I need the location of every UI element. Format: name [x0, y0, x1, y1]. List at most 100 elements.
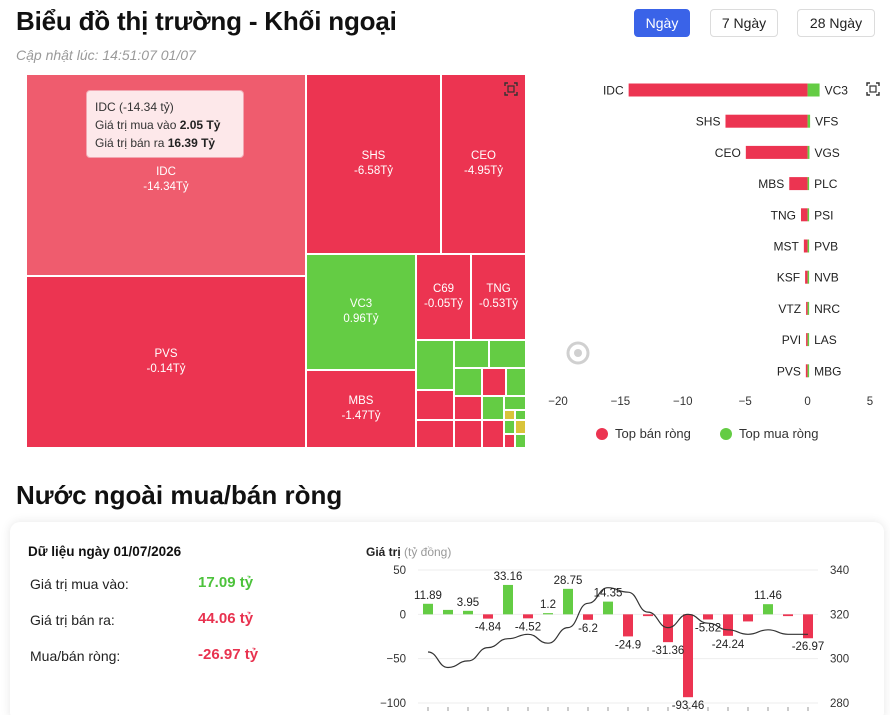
sell-bar[interactable]	[803, 239, 808, 253]
net-bar[interactable]	[783, 614, 793, 617]
tile-mbs[interactable]: MBS -1.47Tỷ	[306, 370, 416, 448]
tile-small[interactable]	[489, 340, 526, 368]
tooltip-sell-row: Giá trị bán ra 16.39 Tỷ	[95, 134, 235, 152]
sell-bar[interactable]	[789, 177, 808, 191]
period-28day-button[interactable]: 28 Ngày	[797, 9, 875, 37]
tile-small[interactable]	[515, 410, 526, 420]
tile-small[interactable]	[454, 368, 482, 396]
buy-bar[interactable]	[807, 364, 810, 378]
expand-icon[interactable]	[866, 82, 880, 96]
expand-icon[interactable]	[504, 82, 518, 96]
updated-timestamp: Cập nhật lúc: 14:51:07 01/07	[16, 47, 196, 63]
tile-small[interactable]	[454, 340, 489, 368]
legend-sell-marker[interactable]	[596, 428, 608, 440]
tile-c69[interactable]: C69 -0.05Tỷ	[416, 254, 471, 340]
buy-code-label: MBG	[814, 364, 841, 378]
tile-small[interactable]	[515, 420, 526, 434]
tile-shs[interactable]: SHS -6.58Tỷ	[306, 74, 441, 254]
bar-value-label: 11.46	[754, 590, 782, 602]
net-bar[interactable]	[643, 614, 653, 617]
tile-ceo[interactable]: CEO -4.95Tỷ	[441, 74, 526, 254]
tile-small[interactable]	[506, 368, 526, 396]
net-bar[interactable]	[523, 614, 533, 619]
tile-small[interactable]	[515, 434, 526, 448]
legend-buy-marker[interactable]	[720, 428, 732, 440]
period-7day-button[interactable]: 7 Ngày	[710, 9, 778, 37]
net-bar[interactable]	[583, 614, 593, 620]
tile-code: SHS	[361, 150, 386, 162]
sell-bar[interactable]	[806, 333, 808, 347]
y2-tick-label: 320	[830, 609, 849, 621]
tooltip-sell-value: 16.39 Tỷ	[167, 136, 216, 150]
tile-small[interactable]	[416, 390, 454, 420]
tile-small[interactable]	[482, 396, 504, 420]
net-bar[interactable]	[483, 614, 493, 619]
tile-value: -4.95Tỷ	[464, 165, 503, 177]
net-bar[interactable]	[703, 614, 713, 620]
y2-tick-label: 300	[830, 654, 849, 666]
net-bar[interactable]	[623, 614, 633, 637]
tile-code: PVS	[154, 348, 178, 360]
tile-code: IDC	[156, 166, 176, 178]
net-bar[interactable]	[603, 601, 613, 615]
buy-bar[interactable]	[807, 208, 810, 222]
page-title: Biểu đồ thị trường - Khối ngoại	[16, 6, 397, 36]
treemap-tooltip: IDC (-14.34 tỷ) Giá trị mua vào 2.05 Tỷ …	[86, 90, 244, 158]
sell-bar[interactable]	[805, 270, 808, 284]
tile-value: -0.53Tỷ	[479, 298, 518, 310]
net-bar[interactable]	[543, 613, 553, 615]
tile-vc3[interactable]: VC3 0.96Tỷ	[306, 254, 416, 370]
tile-code: TNG	[486, 283, 511, 295]
net-bar[interactable]	[803, 614, 813, 639]
buy-bar[interactable]	[807, 114, 811, 128]
net-bar[interactable]	[743, 614, 753, 622]
bar-value-label: -5.82	[695, 622, 721, 634]
tile-code: MBS	[348, 395, 374, 407]
net-bar[interactable]	[563, 588, 573, 615]
buy-bar[interactable]	[807, 145, 810, 159]
tile-small[interactable]	[416, 420, 454, 448]
net-bar[interactable]	[683, 614, 693, 698]
tile-small[interactable]	[482, 368, 506, 396]
net-bar[interactable]	[423, 603, 433, 615]
tile-tng[interactable]: TNG -0.53Tỷ	[471, 254, 526, 340]
tile-small[interactable]	[504, 396, 526, 410]
sell-bar[interactable]	[806, 301, 808, 315]
net-bar[interactable]	[663, 614, 673, 643]
legend-buy-label[interactable]: Top mua ròng	[739, 426, 819, 441]
sell-bar[interactable]	[745, 145, 808, 159]
bar-chart-svg: IDC VC3 SHS VFS CEO VGS MBS PLC TNG PSI MST PVB KSF N…	[548, 83, 873, 441]
buy-bar[interactable]	[807, 177, 810, 191]
bar-value-label: -6.2	[578, 623, 598, 635]
legend-sell-label[interactable]: Top bán ròng	[615, 426, 691, 441]
net-bar[interactable]	[723, 614, 733, 636]
tile-small[interactable]	[482, 420, 504, 448]
y2-tick-label: 280	[830, 698, 849, 710]
tile-small[interactable]	[454, 420, 482, 448]
net-bar[interactable]	[503, 584, 513, 615]
tile-small[interactable]	[504, 420, 515, 434]
buy-bar[interactable]	[807, 239, 810, 253]
period-day-button[interactable]: Ngày	[634, 9, 690, 37]
tile-small[interactable]	[504, 410, 515, 420]
net-bar[interactable]	[443, 609, 453, 615]
sell-code-label: PVI	[782, 333, 801, 347]
buy-bar[interactable]	[807, 301, 810, 315]
y-axis-unit: (tỷ đồng)	[404, 545, 451, 559]
sell-bar[interactable]	[628, 83, 808, 97]
sell-bar[interactable]	[725, 114, 808, 128]
sell-code-label: PVS	[777, 364, 801, 378]
buy-bar[interactable]	[807, 333, 810, 347]
tile-small[interactable]	[454, 396, 482, 420]
buy-code-label: VGS	[814, 146, 839, 160]
sell-bar[interactable]	[800, 208, 808, 222]
buy-bar[interactable]	[807, 270, 810, 284]
sell-bar[interactable]	[805, 364, 808, 378]
buy-bar[interactable]	[807, 83, 820, 97]
tile-small[interactable]	[416, 340, 454, 390]
treemap: IDC -14.34Tỷ SHS -6.58Tỷ CEO -4.95Tỷ PVS…	[26, 74, 526, 448]
net-bar[interactable]	[463, 610, 473, 615]
tile-small[interactable]	[504, 434, 515, 448]
tile-pvs[interactable]: PVS -0.14Tỷ	[26, 276, 306, 448]
net-bar[interactable]	[763, 604, 773, 615]
